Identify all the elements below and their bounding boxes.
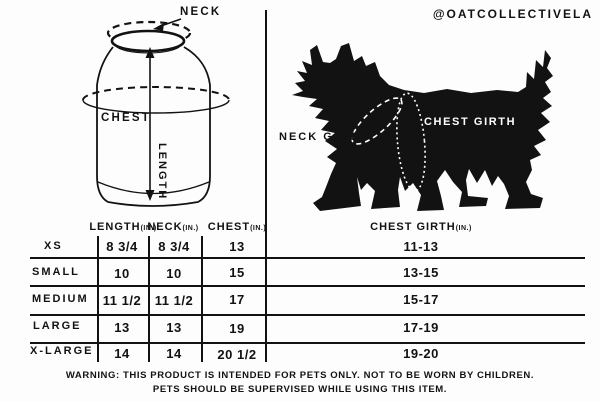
row-line-1: [30, 257, 585, 259]
neck-label: NECK: [180, 6, 222, 18]
chest-value: 15: [229, 265, 245, 280]
chest-value: 19: [229, 321, 245, 336]
length-value: 13: [114, 320, 130, 335]
neck-value: 13: [166, 320, 182, 335]
dog-chest-girth-ellipse: [396, 92, 426, 192]
length-arrowhead-bottom: [145, 190, 155, 201]
chest-girth-value: 15-17: [403, 292, 439, 307]
neck-value: 10: [166, 266, 182, 281]
size-label: X-LARGE: [30, 345, 94, 357]
col-header-neck: NECK(IN.): [147, 221, 199, 233]
size-label: MEDIUM: [32, 293, 89, 305]
length-value: 10: [114, 266, 130, 281]
row-line-2: [30, 285, 585, 287]
col-header-length: LENGTH(IN.): [89, 221, 157, 233]
chest-value: 17: [229, 292, 245, 307]
neck-value: 11 1/2: [154, 293, 194, 308]
col-line-3: [201, 236, 203, 362]
row-line-3: [30, 314, 585, 316]
garment-diagram: [82, 18, 230, 207]
warning-line-1: WARNING: THIS PRODUCT IS INTENDED FOR PE…: [65, 370, 535, 381]
length-label: LENGTH: [156, 143, 168, 201]
chest-label: CHEST: [101, 112, 151, 124]
garment-chest-dashed-arc: [82, 86, 230, 101]
col-header-chest-girth: CHEST GIRTH(IN.): [370, 221, 472, 233]
chest-girth-value: 19-20: [403, 346, 439, 361]
col-header-chest: CHEST(IN.): [207, 221, 267, 233]
length-arrowhead-top: [145, 47, 155, 58]
length-value: 11 1/2: [102, 293, 142, 308]
garment-body-outline: [96, 46, 211, 207]
dog-neck-girth-ellipse: [351, 97, 403, 145]
row-line-4: [30, 342, 585, 344]
chest-girth-value: 13-15: [403, 265, 439, 280]
chest-value: 13: [229, 239, 245, 254]
col-line-1: [97, 236, 99, 362]
vertical-divider: [265, 10, 267, 362]
neck-pointer-arrowhead: [153, 23, 164, 31]
garment-hem-arc: [97, 181, 210, 195]
warning-line-2: PETS SHOULD BE SUPERVISED WHILE USING TH…: [152, 384, 448, 395]
chest-value: 20 1/2: [217, 347, 257, 362]
size-label: SMALL: [32, 266, 80, 278]
length-value: 14: [114, 346, 130, 361]
col-line-2: [148, 236, 150, 362]
garment-chest-solid-arc: [82, 99, 230, 114]
length-value: 8 3/4: [106, 239, 138, 254]
chest-girth-value: 17-19: [403, 320, 439, 335]
neck-girth-label: NECK GIRTH: [279, 131, 368, 143]
neck-value: 14: [166, 346, 182, 361]
size-label: LARGE: [33, 320, 82, 332]
chest-girth-value: 11-13: [403, 239, 439, 254]
garment-neck-rim: [110, 29, 186, 53]
size-label: XS: [44, 240, 63, 252]
garment-neck-dashed-ellipse: [106, 20, 192, 46]
neck-value: 8 3/4: [158, 239, 190, 254]
chest-girth-label: CHEST GIRTH: [424, 116, 517, 128]
brand-handle: @OATCOLLECTIVELA: [432, 7, 593, 21]
dog-silhouette: [292, 43, 553, 211]
dog-diagram: [292, 43, 553, 211]
